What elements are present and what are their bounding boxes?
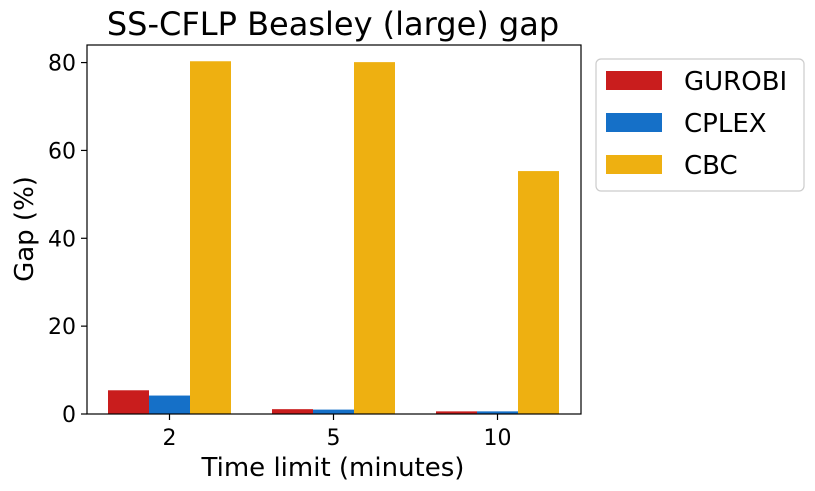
bar-cplex-2 bbox=[149, 395, 190, 414]
x-tick-label: 10 bbox=[484, 426, 512, 451]
y-tick-label: 20 bbox=[48, 315, 76, 340]
bars-group bbox=[108, 61, 559, 414]
bar-cbc-2 bbox=[190, 61, 231, 414]
legend-label-gurobi: GUROBI bbox=[684, 67, 787, 97]
legend-label-cplex: CPLEX bbox=[684, 109, 767, 139]
legend-swatch-gurobi bbox=[606, 71, 662, 90]
bar-gurobi-5 bbox=[272, 409, 313, 414]
y-tick-label: 80 bbox=[48, 52, 76, 77]
y-axis-label: Gap (%) bbox=[10, 176, 40, 282]
legend-swatch-cbc bbox=[606, 155, 662, 174]
y-tick-label: 40 bbox=[48, 227, 76, 252]
x-axis-label: Time limit (minutes) bbox=[201, 453, 465, 483]
bar-gurobi-10 bbox=[436, 411, 477, 414]
bar-cplex-10 bbox=[477, 411, 518, 414]
bar-gurobi-2 bbox=[108, 390, 149, 414]
x-tick-label: 2 bbox=[163, 426, 177, 451]
plot-frame bbox=[86, 44, 582, 415]
x-tick-label: 5 bbox=[327, 426, 341, 451]
y-tick-label: 60 bbox=[48, 139, 76, 164]
bar-cbc-5 bbox=[354, 62, 395, 414]
y-tick-label: 0 bbox=[62, 403, 76, 428]
chart-title: SS-CFLP Beasley (large) gap bbox=[107, 5, 559, 43]
x-axis: 2 5 10 bbox=[163, 414, 512, 451]
legend-swatch-cplex bbox=[606, 113, 662, 132]
legend: GUROBI CPLEX CBC bbox=[595, 58, 805, 192]
bar-cplex-5 bbox=[313, 409, 354, 414]
bar-cbc-10 bbox=[518, 171, 559, 414]
y-axis: 0 20 40 60 80 bbox=[48, 52, 87, 428]
legend-label-cbc: CBC bbox=[684, 151, 738, 181]
